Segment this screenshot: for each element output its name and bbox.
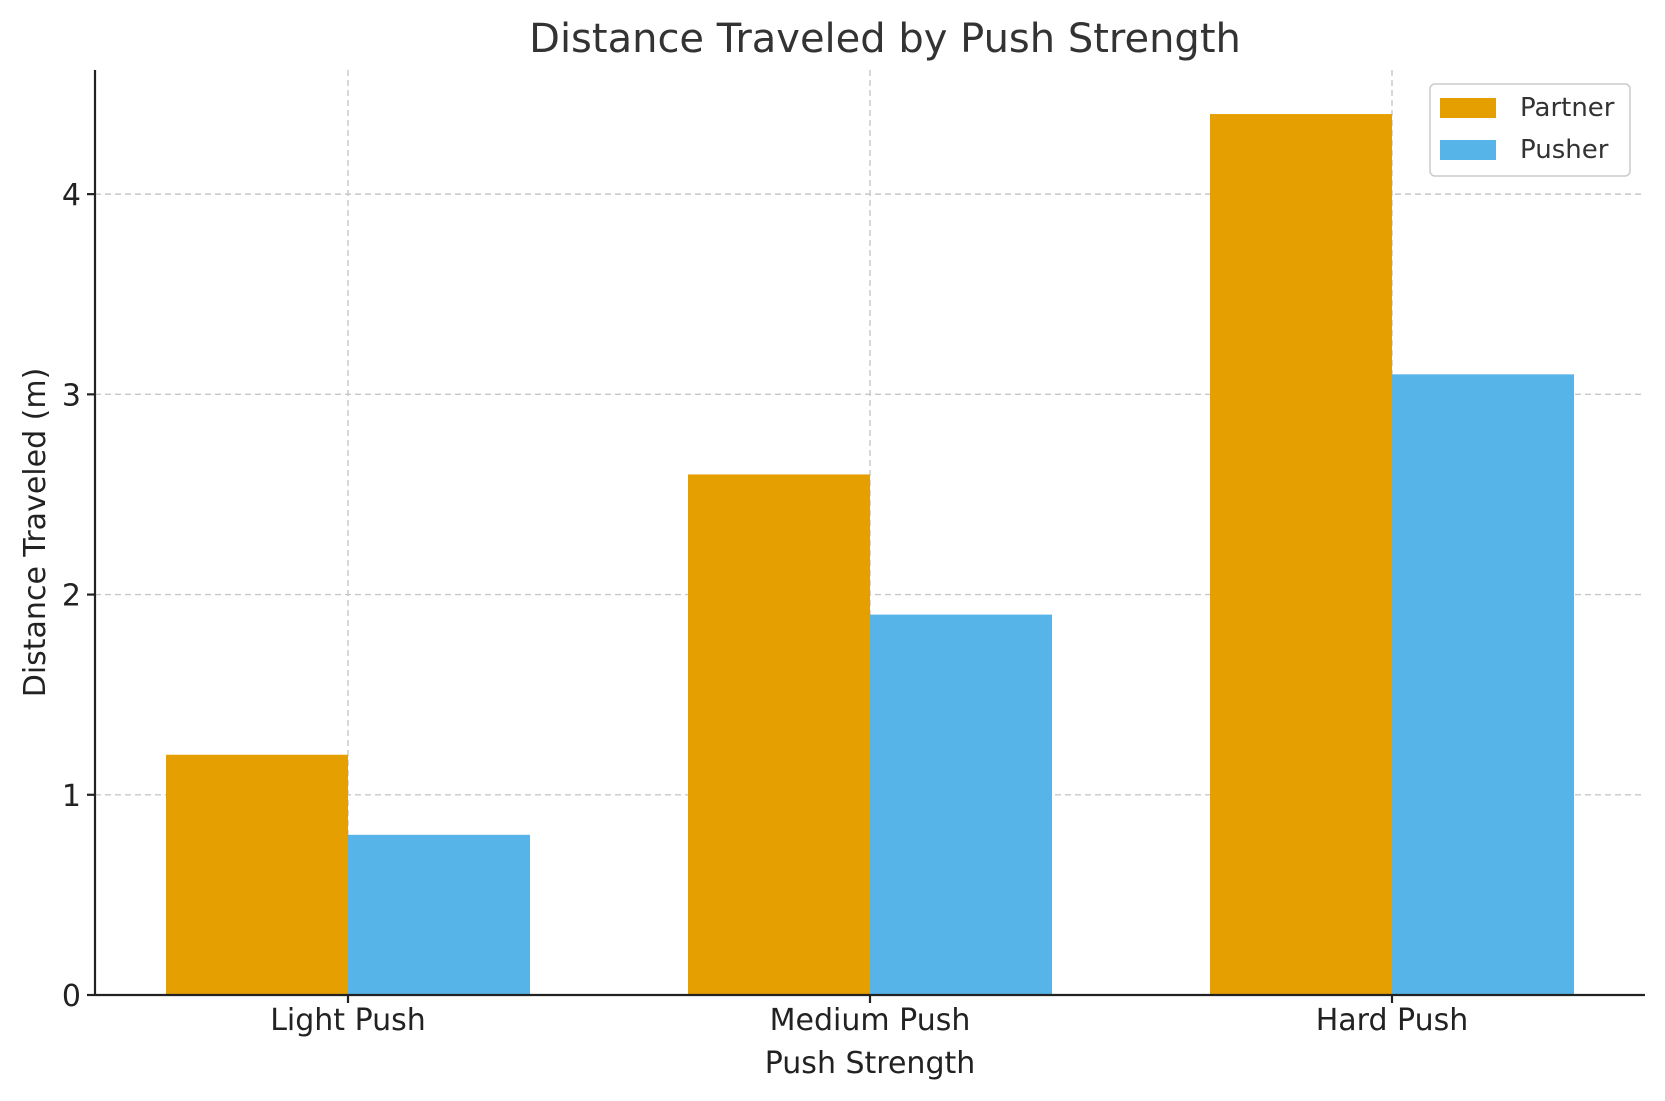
legend: Partner Pusher [1429, 83, 1631, 177]
ticks-layer: 0 1 2 3 4 Light Push Medium Push Hard Push [62, 178, 1468, 1038]
legend-label-pusher: Pusher [1520, 135, 1609, 165]
legend-swatch-partner [1440, 98, 1496, 118]
bar-partner-0 [166, 754, 348, 995]
y-tick-label-2: 2 [62, 579, 81, 614]
bar-pusher-2 [1392, 374, 1574, 996]
chart-title: Distance Traveled by Push Strength [529, 16, 1241, 62]
y-tick-label-3: 3 [62, 378, 81, 413]
bar-partner-1 [688, 474, 870, 995]
bar-partner-2 [1210, 114, 1392, 996]
x-axis-title: Push Strength [765, 1046, 976, 1081]
legend-label-partner: Partner [1520, 93, 1615, 123]
x-tick-label-2: Hard Push [1316, 1003, 1469, 1038]
x-tick-label-1: Medium Push [770, 1003, 971, 1038]
y-tick-label-0: 0 [62, 979, 81, 1014]
bar-pusher-0 [348, 834, 530, 995]
y-tick-label-1: 1 [62, 779, 81, 814]
bars-layer [166, 114, 1574, 996]
x-tick-label-0: Light Push [270, 1003, 426, 1038]
bar-pusher-1 [870, 614, 1052, 995]
y-axis-title: Distance Traveled (m) [18, 368, 53, 698]
y-tick-label-4: 4 [62, 178, 81, 213]
legend-swatch-pusher [1440, 140, 1496, 160]
